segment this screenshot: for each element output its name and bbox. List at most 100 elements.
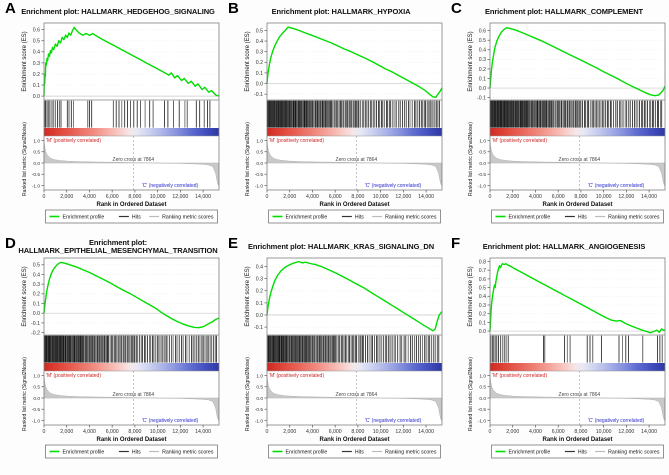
legend-hits: Hits	[132, 215, 141, 221]
legend-enrichment-profile: Enrichment profile	[63, 215, 105, 221]
x-axis-label: Rank in Ordered Dataset	[542, 437, 612, 443]
es-tick-label: 0.0	[33, 94, 40, 100]
x-tick-label: 10,000	[596, 429, 612, 435]
enrichment-plot: 0.8 0.7 0.6 0.5 0.4 0.3 0.2 0.1 0.0 1.0 0.5 0.0 -0.5…	[446, 255, 669, 470]
panel-label: B	[228, 0, 239, 17]
x-tick-label: 6,000	[552, 194, 565, 200]
x-tick-label: 4,000	[306, 194, 319, 200]
panel-title: Enrichment plot: HALLMARK_COMPLEMENT	[460, 3, 668, 21]
x-tick-label: 0	[266, 194, 269, 200]
es-tick-label: 0.5	[256, 28, 263, 34]
negative-class-annotation: 'C' (negatively correlated)	[365, 418, 422, 424]
es-tick-label: 0.4	[256, 39, 263, 45]
es-tick-label: 0.4	[479, 48, 486, 54]
x-tick-label: 0	[489, 194, 492, 200]
positive-class-annotation: 'M' (positively correlated)	[46, 373, 101, 379]
es-tick-label: 0.2	[256, 289, 263, 295]
x-axis-label: Rank in Ordered Dataset	[319, 437, 389, 443]
legend-enrichment-profile: Enrichment profile	[286, 450, 328, 456]
legend-enrichment-profile: Enrichment profile	[509, 450, 551, 456]
x-tick-label: 12,000	[172, 429, 188, 435]
enrichment-score-curve	[43, 26, 220, 97]
es-tick-label: 0.6	[479, 277, 486, 283]
legend-box	[491, 444, 664, 459]
es-tick-label: 0.4	[33, 272, 40, 278]
panel-label: D	[5, 235, 16, 252]
panel-title: Enrichment plot: HALLMARK_EPITHELIAL_MES…	[14, 238, 222, 256]
es-tick-label: -0.2	[31, 330, 40, 336]
x-tick-label: 14,000	[195, 194, 211, 200]
es-tick-label: 0.1	[256, 71, 263, 77]
legend-hits: Hits	[578, 450, 587, 456]
es-tick-label: 0.2	[479, 67, 486, 73]
x-tick-label: 0	[43, 194, 46, 200]
metric-tick-label: -0.5	[32, 407, 41, 413]
metric-tick-label: 1.0	[479, 373, 486, 379]
x-tick-label: 14,000	[195, 429, 211, 435]
zero-cross-annotation: Zero cross at 7864	[559, 392, 601, 398]
metric-tick-label: 0.5	[479, 150, 486, 156]
zero-cross-annotation: Zero cross at 7864	[336, 392, 378, 398]
ranked-metric-area	[266, 375, 442, 421]
chart-svg: 0.5 0.4 0.3 0.2 0.1 0.0 -0.1 -0.2 1.0 0.5 0.0 -0.5 -…	[22, 257, 220, 459]
legend-ranking-metric: Ranking metric scores	[385, 215, 437, 221]
metric-tick-label: -0.5	[255, 407, 264, 413]
chart-svg: 0.6 0.5 0.4 0.3 0.2 0.1 0.0 -0.1 1.0 0.5 0.0 -0.5 -1…	[468, 22, 666, 224]
panel-title-line: Enrichment plot:	[89, 237, 147, 247]
legend-enrichment-profile: Enrichment profile	[286, 215, 328, 221]
ranked-metric-area	[266, 140, 442, 186]
metric-tick-label: 0.5	[33, 150, 40, 156]
es-tick-label: -0.1	[477, 96, 486, 102]
metric-tick-label: 0.0	[256, 161, 263, 167]
metric-tick-label: 1.0	[33, 373, 40, 379]
es-tick-label: 0.3	[256, 277, 263, 283]
metric-tick-label: -1.0	[478, 418, 487, 424]
x-axis-label: Rank in Ordered Dataset	[96, 437, 166, 443]
rank-colorbar	[490, 363, 665, 371]
x-tick-label: 6,000	[329, 429, 342, 435]
es-tick-label: 0.3	[33, 61, 40, 67]
es-tick-label: 0.6	[479, 29, 486, 35]
metric-tick-label: -1.0	[32, 418, 41, 424]
enrichment-plot: 0.6 0.5 0.4 0.3 0.2 0.1 0.0 -0.1 1.0 0.5 0.0 -0.5 -1…	[446, 20, 669, 235]
metric-axis-label: Ranked list metric (Signal2Noise)	[245, 357, 251, 431]
x-tick-label: 8,000	[128, 429, 141, 435]
metric-tick-label: 0.0	[479, 396, 486, 402]
es-tick-label: 0.2	[33, 292, 40, 298]
rank-colorbar	[44, 128, 219, 136]
chart-svg: 0.4 0.3 0.2 0.1 0.0 -0.1 1.0 0.5 0.0 -0.5 -1.0 'M' …	[245, 257, 443, 459]
x-axis-label: Rank in Ordered Dataset	[542, 202, 612, 208]
metric-axis-label: Ranked list metric (Signal2Noise)	[245, 122, 251, 196]
x-tick-label: 10,000	[150, 429, 166, 435]
es-tick-label: 0.1	[256, 301, 263, 307]
es-tick-label: 0.0	[479, 86, 486, 92]
x-tick-label: 0	[266, 429, 269, 435]
negative-class-annotation: 'C' (negatively correlated)	[588, 418, 645, 424]
x-tick-label: 10,000	[373, 194, 389, 200]
rank-colorbar	[44, 363, 219, 371]
x-tick-label: 8,000	[574, 429, 587, 435]
enrichment-plot: 0.4 0.3 0.2 0.1 0.0 -0.1 1.0 0.5 0.0 -0.5 -1.0 'M' …	[223, 255, 446, 470]
metric-tick-label: -1.0	[255, 183, 264, 189]
zero-cross-annotation: Zero cross at 7864	[336, 157, 378, 163]
x-tick-label: 12,000	[618, 429, 634, 435]
enrichment-plot: 0.5 0.4 0.3 0.2 0.1 0.0 -0.1 1.0 0.5 0.0 -0.5 -1.0 '…	[223, 20, 446, 235]
x-tick-label: 8,000	[574, 194, 587, 200]
panel-label: C	[451, 0, 462, 17]
metric-tick-label: -1.0	[255, 418, 264, 424]
panel-title: Enrichment plot: HALLMARK_ANGIOGENESIS	[460, 238, 668, 256]
ranked-metric-area	[43, 140, 219, 186]
chart-svg: 0.8 0.7 0.6 0.5 0.4 0.3 0.2 0.1 0.0 1.0 0.5 0.0 -0.5…	[468, 257, 666, 459]
x-tick-label: 6,000	[106, 194, 119, 200]
legend-hits: Hits	[355, 450, 364, 456]
panel-e: E Enrichment plot: HALLMARK_KRAS_SIGNALI…	[223, 235, 446, 470]
es-tick-label: 0.3	[479, 57, 486, 63]
es-tick-label: -0.1	[254, 92, 263, 98]
panel-title-line: Enrichment plot: HALLMARK_KRAS_SIGNALING…	[247, 241, 435, 251]
es-tick-label: 0.7	[479, 268, 486, 274]
x-tick-label: 10,000	[596, 194, 612, 200]
es-tick-label: 0.5	[479, 285, 486, 291]
metric-tick-label: -1.0	[32, 183, 41, 189]
x-tick-label: 12,000	[395, 194, 411, 200]
